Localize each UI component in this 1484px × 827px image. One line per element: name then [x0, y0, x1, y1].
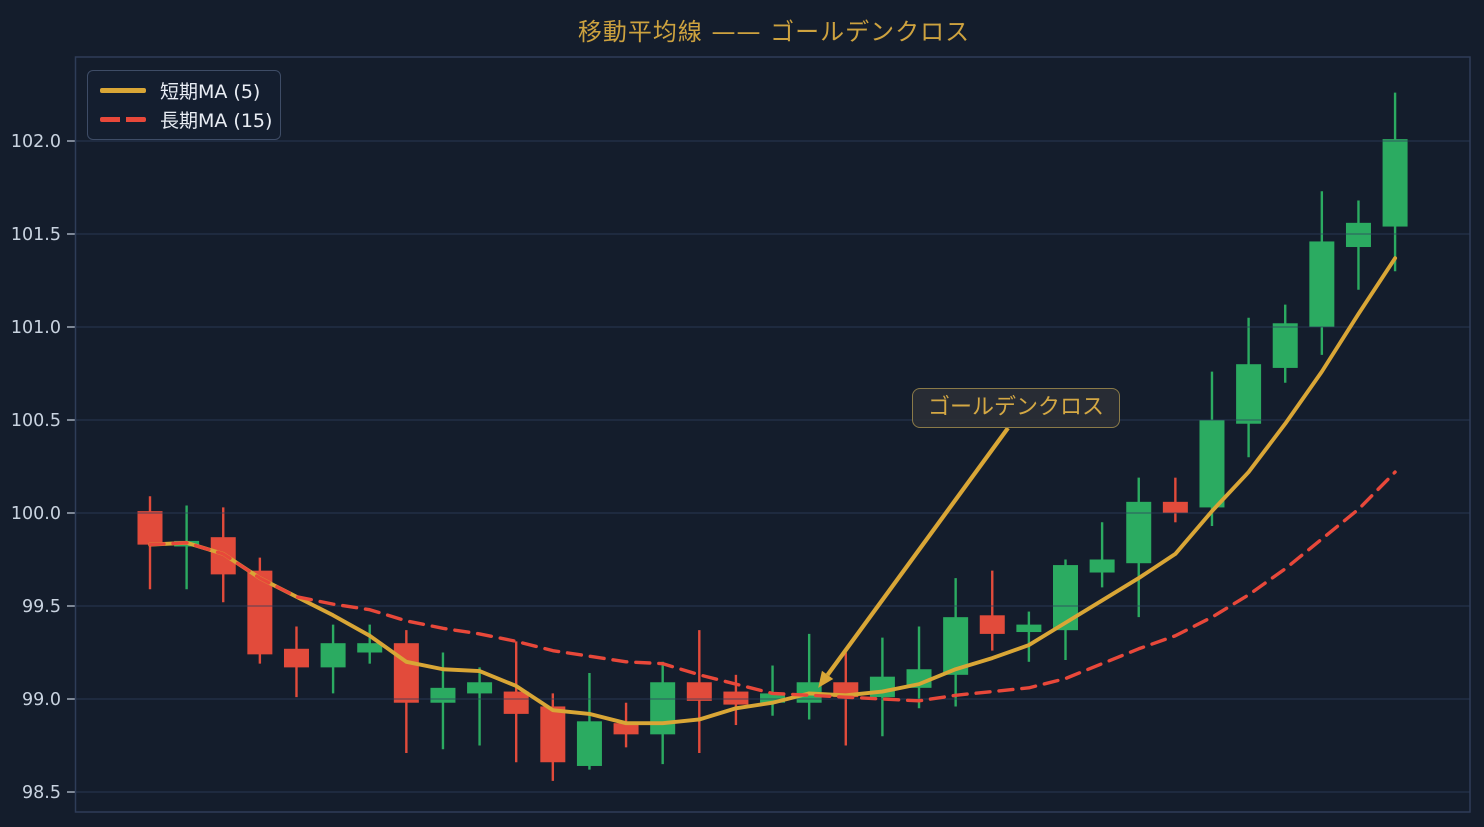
annotation-arrow — [818, 426, 1010, 688]
grid-and-axis: 98.5 99.0 99.5 100.0 100.5 101.0 101.5 102.0 — [11, 132, 1470, 803]
y-tick-label: 101.5 — [11, 225, 61, 245]
y-tick-label: 98.5 — [22, 783, 61, 803]
y-tick-label: 102.0 — [11, 132, 61, 152]
legend: 短期MA (5) 長期MA (15) — [87, 70, 281, 140]
short-ma-line-sample-icon — [100, 88, 146, 93]
plot-frame — [74, 56, 1471, 813]
short-ma-line — [148, 256, 1398, 726]
y-tick-label: 99.5 — [22, 597, 61, 617]
candles — [137, 92, 1408, 781]
legend-label-short-ma: 短期MA (5) — [160, 81, 261, 103]
legend-item-long-ma: 長期MA (15) — [100, 106, 272, 133]
y-tick-label: 99.0 — [22, 690, 61, 710]
chart-title: 移動平均線 —— ゴールデンクロス — [577, 18, 971, 46]
y-tick-label: 101.0 — [11, 318, 61, 338]
y-tick-label: 100.0 — [11, 504, 61, 524]
long-ma-line — [148, 470, 1397, 703]
legend-label-long-ma: 長期MA (15) — [160, 110, 273, 132]
legend-item-short-ma: 短期MA (5) — [100, 77, 268, 104]
long-ma-line-sample-icon — [100, 117, 146, 122]
golden-cross-annotation: ゴールデンクロス — [912, 388, 1121, 428]
y-tick-label: 100.5 — [11, 411, 61, 431]
